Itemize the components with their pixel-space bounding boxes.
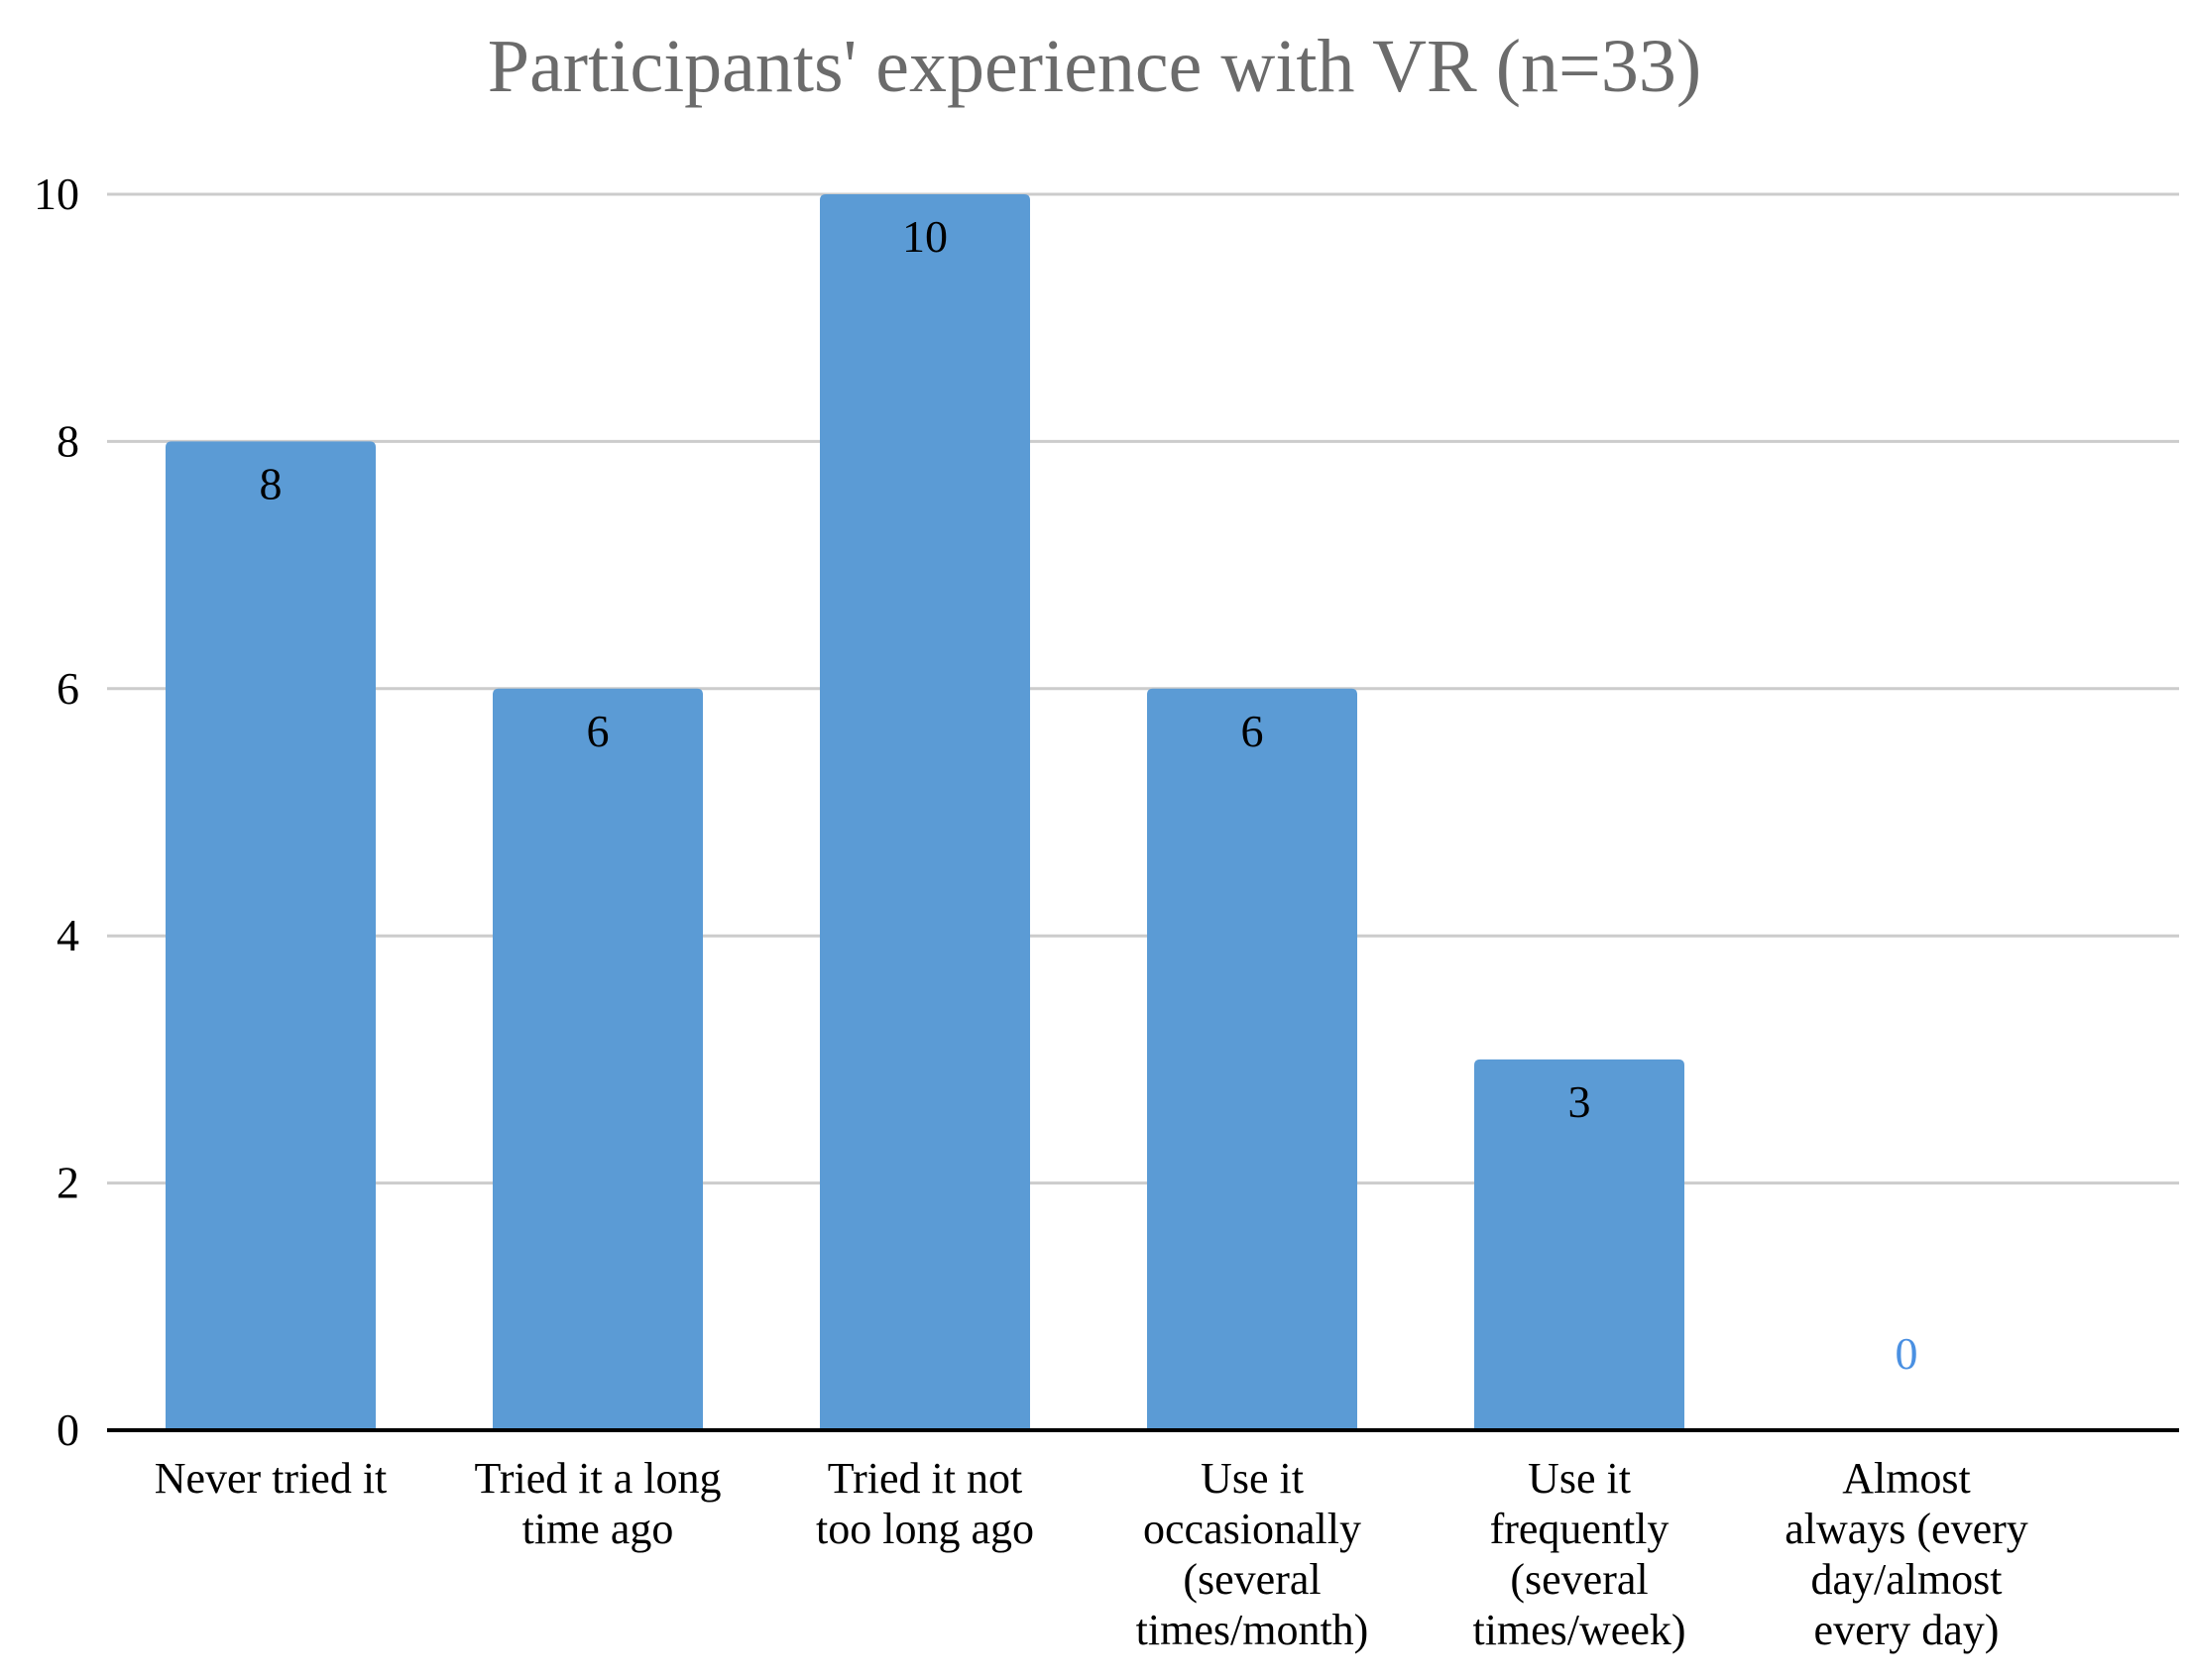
bar: [166, 441, 376, 1430]
x-tick-label: Almost always (every day/almost every day): [1785, 1454, 2028, 1654]
x-tick-label: Never tried it: [155, 1454, 388, 1503]
x-tick-label: Use it frequently (several times/week): [1472, 1454, 1685, 1654]
y-tick-label: 6: [57, 663, 79, 714]
y-tick-label: 10: [34, 168, 79, 219]
bar: [493, 688, 703, 1430]
chart-title: Participants' experience with VR (n=33): [487, 25, 1702, 108]
x-tick-label: Use it occasionally (several times/month): [1136, 1454, 1369, 1654]
bar: [1474, 1059, 1684, 1430]
y-tick-label: 2: [57, 1158, 79, 1208]
bar: [1147, 688, 1357, 1430]
data-label: 6: [1241, 706, 1264, 756]
data-label: 8: [260, 458, 283, 508]
data-label: 6: [587, 706, 610, 756]
data-label: 3: [1568, 1076, 1591, 1127]
data-label: 0: [1896, 1328, 1918, 1379]
y-tick-label: 4: [57, 910, 79, 960]
y-tick-label: 0: [57, 1404, 79, 1455]
data-label: 10: [902, 211, 948, 262]
x-tick-label: Tried it a long time ago: [475, 1454, 722, 1553]
bar: [820, 194, 1030, 1430]
x-tick-label: Tried it not too long ago: [816, 1454, 1034, 1553]
y-tick-label: 8: [57, 415, 79, 466]
